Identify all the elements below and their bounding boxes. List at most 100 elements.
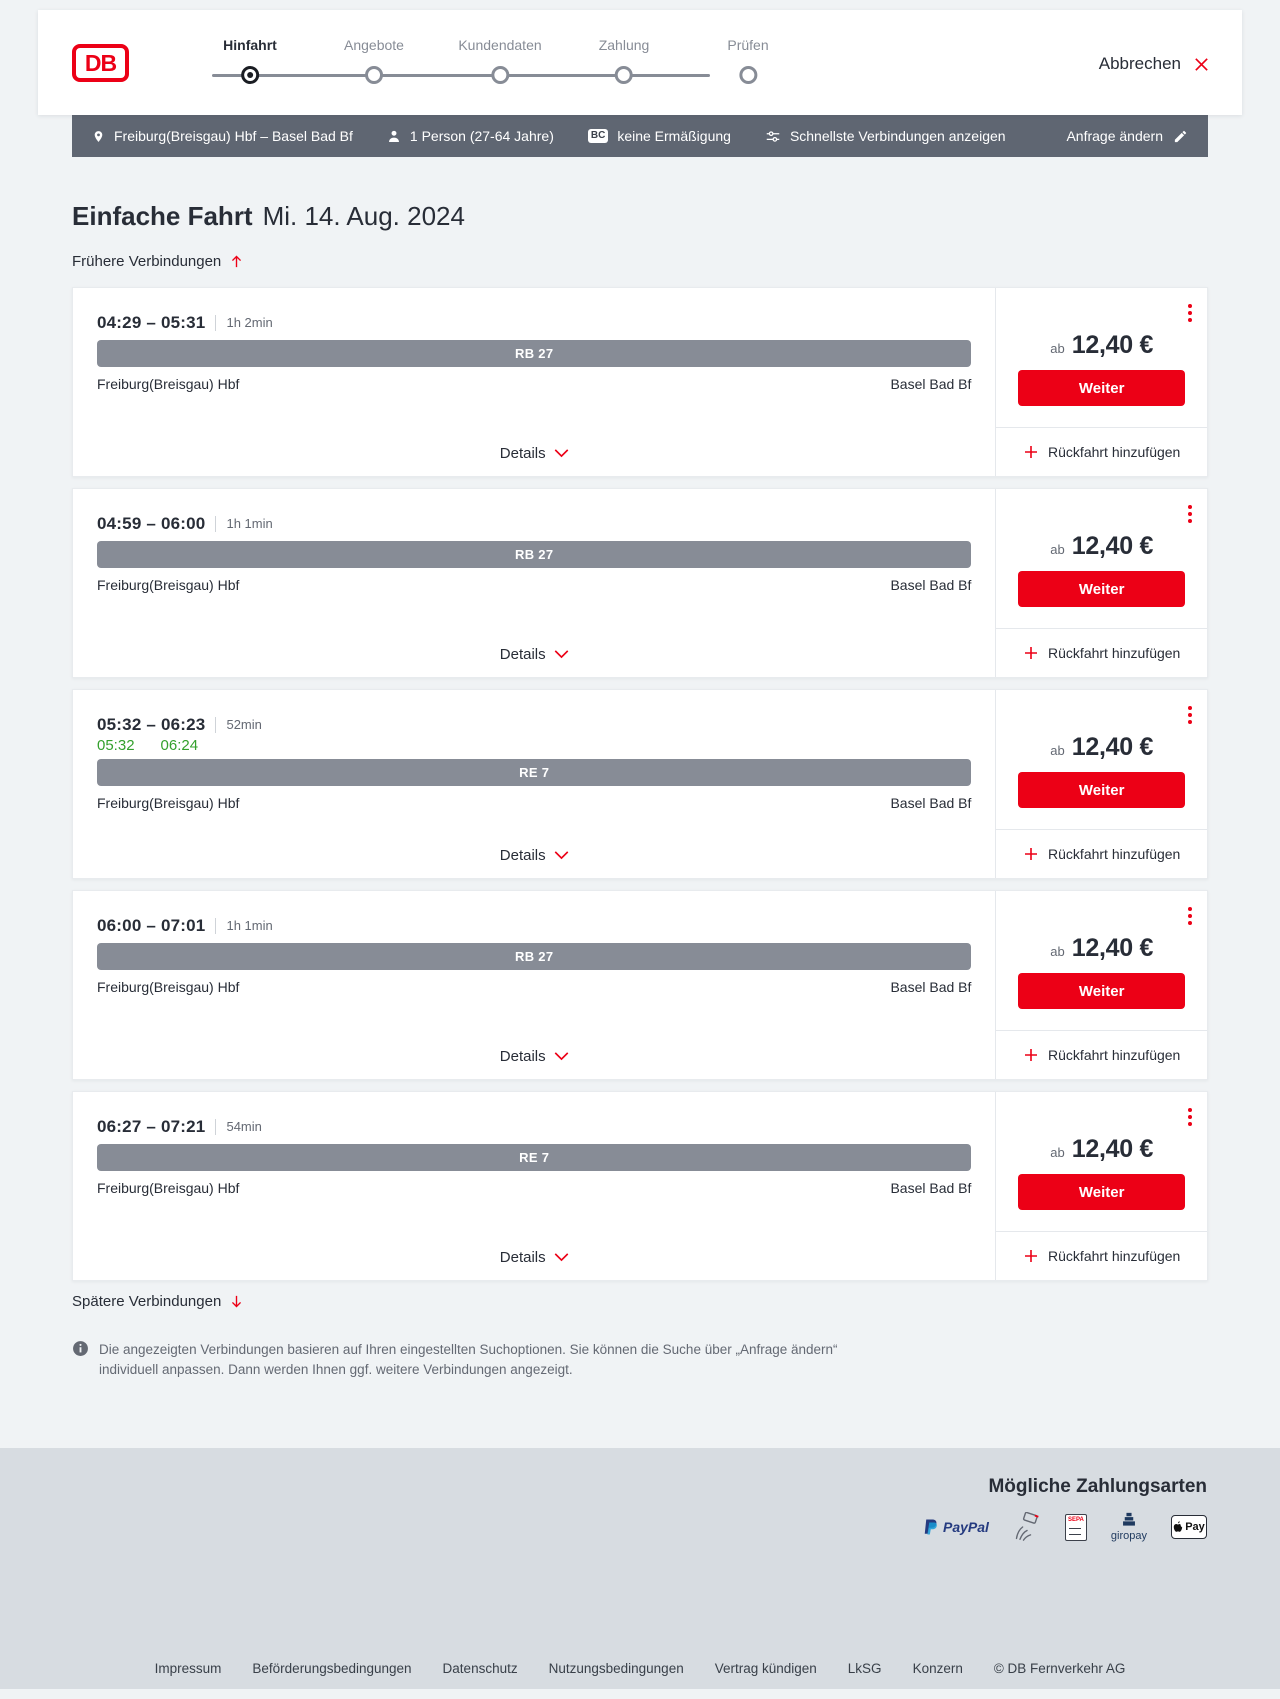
paypal-icon: PayPal [924, 1518, 989, 1536]
footer-link-impressum[interactable]: Impressum [154, 1661, 222, 1676]
departure-station: Freiburg(Breisgau) Hbf [97, 1180, 240, 1196]
footer-link-datenschutz[interactable]: Datenschutz [442, 1661, 518, 1676]
connection-duration: 52min [226, 717, 262, 732]
bahncard-icon: BC [587, 129, 609, 143]
step-dot-active [240, 66, 259, 84]
footer-link-befoerderungsbedingungen[interactable]: Beförderungsbedingungen [252, 1661, 412, 1676]
kebab-menu-icon[interactable] [1186, 905, 1194, 927]
weiter-button[interactable]: Weiter [1018, 571, 1186, 607]
person-icon [387, 129, 401, 144]
connection-times: 06:27 – 07:21 [97, 1117, 206, 1136]
connection-card: 04:29 – 05:31 1h 2min RB 27 Freiburg(Bre… [72, 287, 1208, 477]
weiter-button[interactable]: Weiter [1018, 772, 1186, 808]
add-return-button[interactable]: Rückfahrt hinzufügen [996, 830, 1207, 878]
footer-link-nutzungsbedingungen[interactable]: Nutzungsbedingungen [548, 1661, 684, 1676]
trip-type: Einfache Fahrt [72, 201, 253, 231]
step-dot [739, 66, 757, 84]
connection-times: 04:59 – 06:00 [97, 514, 206, 533]
connection-duration: 1h 1min [226, 918, 273, 933]
footer-links: Impressum Beförderungsbedingungen Datens… [0, 1661, 1280, 1676]
chevron-down-icon [554, 850, 569, 860]
route-summary: Freiburg(Breisgau) Hbf – Basel Bad Bf [92, 128, 353, 145]
connection-side: ab 12,40 € Weiter Rückfahrt hinzufügen [995, 690, 1207, 878]
train-segment-bar[interactable]: RE 7 [97, 759, 972, 786]
step-hinfahrt[interactable]: Hinfahrt [223, 36, 277, 84]
footer-copyright: © DB Fernverkehr AG [993, 1661, 1126, 1676]
fastest-connections-toggle[interactable]: Schnellste Verbindungen anzeigen [765, 128, 1006, 144]
connection-times: 04:29 – 05:31 [97, 313, 206, 332]
train-segment-bar[interactable]: RE 7 [97, 1144, 972, 1171]
details-toggle[interactable]: Details [73, 842, 995, 868]
kebab-menu-icon[interactable] [1186, 704, 1194, 726]
train-segment-bar[interactable]: RB 27 [97, 541, 972, 568]
pencil-icon [1173, 129, 1188, 144]
details-toggle[interactable]: Details [73, 1244, 995, 1270]
connection-main: 04:59 – 06:00 1h 1min RB 27 Freiburg(Bre… [73, 489, 995, 677]
add-return-button[interactable]: Rückfahrt hinzufügen [996, 629, 1207, 677]
chevron-down-icon [554, 649, 569, 659]
details-toggle[interactable]: Details [73, 440, 995, 466]
price: 12,40 € [1071, 331, 1154, 359]
connection-side: ab 12,40 € Weiter Rückfahrt hinzufügen [995, 489, 1207, 677]
step-pruefen[interactable]: Prüfen [727, 36, 769, 84]
connection-card: 05:32 – 06:23 52min 05:32 06:24 RE 7 Fre… [72, 689, 1208, 879]
cancel-button[interactable]: Abbrechen [1099, 54, 1210, 74]
details-toggle[interactable]: Details [73, 641, 995, 667]
kebab-menu-icon[interactable] [1186, 503, 1194, 525]
connection-main: 06:27 – 07:21 54min RE 7 Freiburg(Breisg… [73, 1092, 995, 1280]
connection-side: ab 12,40 € Weiter Rückfahrt hinzufügen [995, 891, 1207, 1079]
details-toggle[interactable]: Details [73, 1043, 995, 1069]
add-return-button[interactable]: Rückfahrt hinzufügen [996, 1031, 1207, 1079]
add-return-button[interactable]: Rückfahrt hinzufügen [996, 1232, 1207, 1280]
connection-duration: 1h 2min [226, 315, 273, 330]
weiter-button[interactable]: Weiter [1018, 973, 1186, 1009]
info-icon [72, 1340, 89, 1380]
close-icon [1193, 56, 1210, 73]
price-prefix: ab [1050, 743, 1065, 758]
weiter-button[interactable]: Weiter [1018, 370, 1186, 406]
connection-duration: 1h 1min [226, 516, 273, 531]
booking-stepper: Hinfahrt Angebote Kundendaten Zahlung Pr… [38, 10, 1242, 115]
travel-date: Mi. 14. Aug. 2024 [262, 201, 465, 231]
step-kundendaten[interactable]: Kundendaten [458, 36, 542, 84]
connection-times: 05:32 – 06:23 [97, 715, 206, 734]
kebab-menu-icon[interactable] [1186, 302, 1194, 324]
step-angebote[interactable]: Angebote [344, 36, 404, 84]
plus-icon [1023, 1047, 1039, 1063]
connection-main: 04:29 – 05:31 1h 2min RB 27 Freiburg(Bre… [73, 288, 995, 476]
footer-link-lksg[interactable]: LkSG [847, 1661, 882, 1676]
arrival-station: Basel Bad Bf [890, 979, 972, 995]
later-connections-button[interactable]: Spätere Verbindungen [72, 1293, 244, 1310]
kebab-menu-icon[interactable] [1186, 1106, 1194, 1128]
earlier-connections-button[interactable]: Frühere Verbindungen [72, 253, 244, 270]
stepper-line [212, 74, 710, 77]
add-return-button[interactable]: Rückfahrt hinzufügen [996, 428, 1207, 476]
train-segment-bar[interactable]: RB 27 [97, 340, 972, 367]
price-prefix: ab [1050, 1145, 1065, 1160]
departure-station: Freiburg(Breisgau) Hbf [97, 577, 240, 593]
price-prefix: ab [1050, 944, 1065, 959]
price: 12,40 € [1071, 934, 1154, 962]
footer-link-konzern[interactable]: Konzern [912, 1661, 963, 1676]
header: DB Hinfahrt Angebote Kundendaten Zahlung… [38, 10, 1242, 115]
arrow-up-icon [229, 253, 244, 270]
change-request-button[interactable]: Anfrage ändern [1066, 128, 1188, 144]
connection-duration: 54min [226, 1119, 262, 1134]
weiter-button[interactable]: Weiter [1018, 1174, 1186, 1210]
step-zahlung[interactable]: Zahlung [599, 36, 649, 84]
departure-station: Freiburg(Breisgau) Hbf [97, 979, 240, 995]
train-segment-bar[interactable]: RB 27 [97, 943, 972, 970]
plus-icon [1023, 1248, 1039, 1264]
cancel-label: Abbrechen [1098, 54, 1181, 73]
price: 12,40 € [1071, 532, 1154, 560]
db-logo: DB [72, 44, 129, 82]
query-summary-bar: Freiburg(Breisgau) Hbf – Basel Bad Bf 1 … [72, 115, 1208, 157]
realtime-departure: 05:32 [97, 737, 135, 754]
note-text: Die angezeigten Verbindungen basieren au… [99, 1342, 838, 1377]
price-prefix: ab [1050, 542, 1065, 557]
connection-main: 06:00 – 07:01 1h 1min RB 27 Freiburg(Bre… [73, 891, 995, 1079]
footer-link-vertrag-kuendigen[interactable]: Vertrag kündigen [714, 1661, 817, 1676]
connection-card: 04:59 – 06:00 1h 1min RB 27 Freiburg(Bre… [72, 488, 1208, 678]
page-title: Einfache Fahrt Mi. 14. Aug. 2024 [72, 201, 1208, 231]
